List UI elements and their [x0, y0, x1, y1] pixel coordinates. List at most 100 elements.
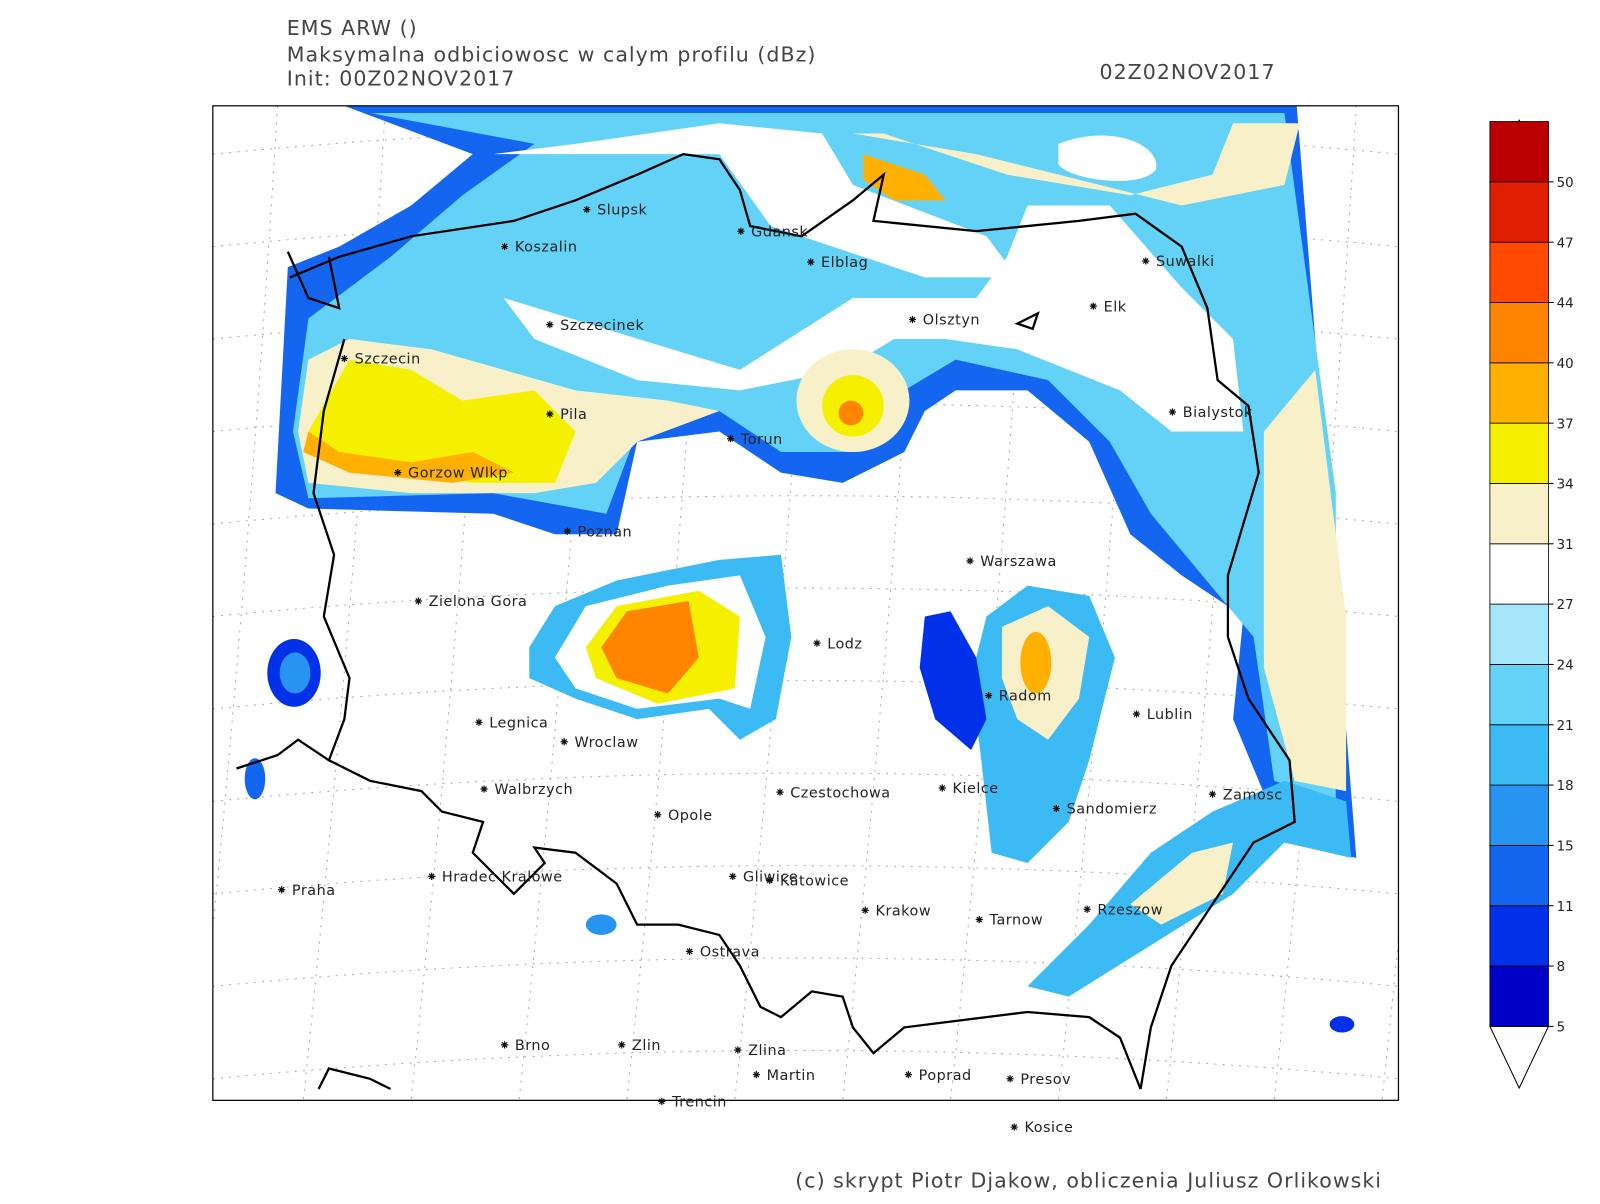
map-area: Slupsk Koszalin Gdansk Elblag Szczecinek Olsz…: [212, 105, 1399, 1101]
city-marker: [414, 597, 422, 605]
colorbar-band: [1489, 905, 1549, 967]
city-marker: [546, 321, 554, 329]
city-label: Walbrzych: [494, 782, 573, 798]
parallel: [212, 125, 1399, 155]
city-label: Lodz: [827, 636, 862, 652]
colorbar-label: 18: [1557, 779, 1574, 794]
echo-yellow: [308, 359, 576, 483]
city-label: Krakow: [876, 903, 932, 919]
city-label: Sandomierz: [1067, 802, 1157, 818]
city-marker: [685, 947, 694, 955]
city-label: Kosice: [1024, 1120, 1073, 1136]
echo-orange: [1020, 631, 1052, 694]
city-label: Zielona Gora: [429, 594, 528, 610]
city-label: Kielce: [953, 781, 999, 797]
echo-blue: [1329, 1016, 1355, 1033]
colorbar-label: 11: [1557, 900, 1574, 915]
city-marker: [428, 872, 436, 880]
city-label: Szczecin: [355, 352, 421, 368]
colorbar-band: [1489, 784, 1549, 846]
echo-blue: [919, 611, 987, 750]
map-frame: [212, 105, 1400, 1101]
city-marker: [654, 811, 662, 819]
city-label: Szczecinek: [560, 318, 644, 334]
parallel: [212, 772, 1399, 802]
city-marker: [938, 784, 946, 792]
colorbar-label: 5: [1557, 1021, 1566, 1036]
city-marker: [727, 435, 735, 443]
echo-blue: [585, 914, 617, 935]
city-marker: [501, 1041, 509, 1049]
colorbar-label: 40: [1557, 357, 1574, 372]
city-marker: [734, 1046, 742, 1054]
colorbar-band: [1489, 181, 1549, 243]
colorbar-label: 24: [1557, 659, 1574, 674]
colorbar-label: 27: [1557, 598, 1574, 613]
colorbar-band: [1489, 603, 1549, 665]
echo-orange: [863, 154, 946, 201]
echo-cyan: [279, 652, 311, 694]
colorbar-label: 37: [1557, 417, 1574, 432]
city-marker: [501, 242, 509, 251]
city-label: Zlina: [748, 1043, 786, 1059]
colorbar-band: [1489, 965, 1549, 1027]
colorbar-band: [1489, 121, 1549, 183]
city-marker: [546, 410, 554, 418]
border-cz: [236, 738, 330, 770]
parallel: [212, 957, 1399, 987]
colorbar-under: [1489, 1025, 1550, 1090]
city-label: Gliwice: [743, 870, 798, 886]
radar-echoes: [244, 105, 1357, 1033]
colorbar-band: [1489, 724, 1549, 786]
colorbar-label: 8: [1557, 960, 1566, 975]
city-label: Poznan: [578, 524, 633, 540]
city-label: Trencin: [671, 1095, 727, 1111]
city-marker: [1089, 302, 1097, 310]
city-marker: [766, 876, 774, 885]
echo-cream: [1130, 842, 1234, 925]
meridian: [212, 105, 279, 935]
city-marker: [475, 718, 483, 726]
model-title: EMS ARW (): [287, 16, 418, 40]
colorbar-band: [1489, 422, 1549, 484]
city-marker: [1006, 1075, 1014, 1083]
parallel: [212, 1050, 1399, 1080]
city-label: Rzeszow: [1097, 902, 1163, 918]
echo-orange: [303, 431, 514, 483]
city-label: Lublin: [1147, 707, 1193, 723]
city-marker: [813, 639, 821, 647]
city-marker: [737, 227, 745, 235]
city-label: Suwalki: [1156, 254, 1215, 270]
city-marker: [966, 557, 974, 565]
echo-orange: [601, 601, 699, 694]
city-label: Opole: [668, 808, 713, 824]
credit: (c) skrypt Piotr Djakow, obliczenia Juli…: [795, 1169, 1382, 1193]
city-marker: [278, 886, 286, 894]
city-marker: [340, 354, 348, 363]
city-label: Warszawa: [980, 554, 1057, 570]
city-label: Torun: [740, 432, 783, 448]
city-marker: [1083, 905, 1091, 913]
city-label: Elblag: [821, 255, 868, 271]
city-label: Gdansk: [751, 224, 808, 240]
border-sk: [317, 1067, 392, 1091]
city-label: Olsztyn: [923, 313, 980, 329]
city-marker: [984, 691, 993, 700]
parallel: [212, 865, 1399, 895]
colorbar-band: [1489, 483, 1549, 545]
colorbar-label: 31: [1557, 538, 1574, 553]
city-marker: [807, 258, 815, 266]
echo-clear: [1058, 135, 1157, 182]
border-south: [312, 338, 1142, 1090]
colorbar-label: 44: [1557, 297, 1574, 312]
city-marker: [1142, 257, 1150, 265]
city-label: Zlin: [632, 1038, 661, 1054]
city-label: Koszalin: [515, 240, 578, 256]
echo-cream: [852, 123, 1300, 206]
city-marker: [1052, 804, 1060, 813]
city-marker: [563, 527, 571, 535]
city-marker: [1168, 408, 1177, 416]
city-label: Slupsk: [597, 203, 647, 219]
